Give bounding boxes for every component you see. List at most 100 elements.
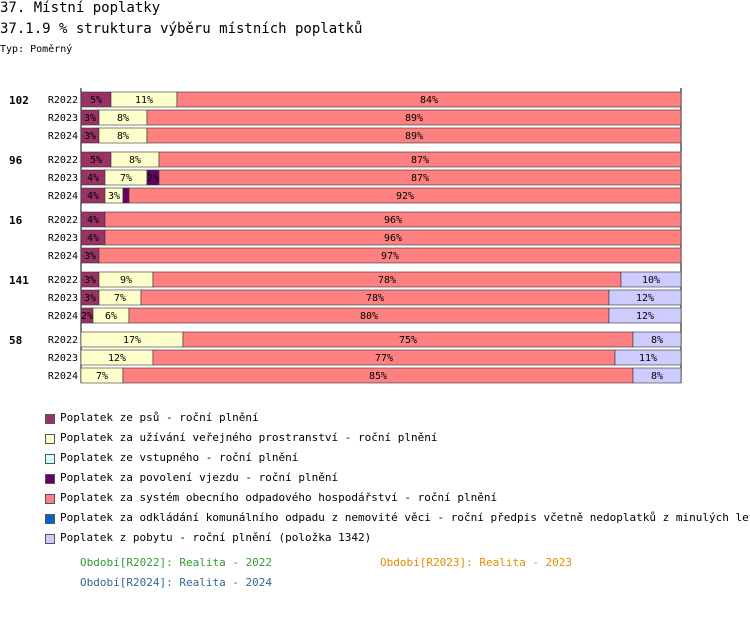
year-label: R2023 <box>48 173 78 184</box>
data-label: 87% <box>411 173 429 184</box>
data-label: 78% <box>378 275 396 286</box>
legend-label: Poplatek ze psů - roční plnění <box>60 411 259 424</box>
bar-segment <box>104 229 682 246</box>
data-label: 7% <box>96 371 108 382</box>
data-label: 7% <box>114 293 126 304</box>
year-label: R2023 <box>48 113 78 124</box>
data-label: 6% <box>105 311 117 322</box>
legend-swatch <box>45 534 55 544</box>
bar-segment <box>146 109 682 126</box>
year-label: R2024 <box>48 311 78 322</box>
data-label: 8% <box>651 371 663 382</box>
legend-swatch <box>45 514 55 524</box>
data-label: 9% <box>120 275 132 286</box>
legend-swatch <box>45 474 55 484</box>
data-label: 80% <box>360 311 378 322</box>
data-label: 85% <box>369 371 387 382</box>
legend-label: Poplatek za systém obecního odpadového h… <box>60 491 498 504</box>
bar-segment <box>146 127 682 144</box>
data-label: 3% <box>84 113 96 124</box>
page-title: 37. Místní poplatky <box>0 0 161 16</box>
year-label: R2022 <box>48 275 78 286</box>
chart-type-label: Typ: Poměrný <box>0 44 73 55</box>
data-label: 87% <box>411 155 429 166</box>
bar-segment <box>158 151 682 168</box>
stacked-bar-chart: 102 R2022 5% 11% 84% R2023 3% 8% 89% R2024 3% 8% 89%… <box>9 88 682 384</box>
data-label: 12% <box>108 353 126 364</box>
data-label: 4% <box>87 191 99 202</box>
data-label: 89% <box>405 113 423 124</box>
period-r2023: Období[R2023]: Realita - 2023 <box>380 556 573 569</box>
data-label: 78% <box>366 293 384 304</box>
group-label: 96 <box>9 154 23 167</box>
data-label: 96% <box>384 215 402 226</box>
year-label: R2024 <box>48 251 78 262</box>
bar-segment <box>176 91 682 108</box>
data-label: 10% <box>642 275 660 286</box>
bar-segment <box>608 289 682 306</box>
legend-swatch <box>45 454 55 464</box>
legend-swatch <box>45 494 55 504</box>
year-label: R2023 <box>48 233 78 244</box>
year-label: R2022 <box>48 95 78 106</box>
data-label: 3% <box>84 293 96 304</box>
bar-segment <box>620 271 682 288</box>
data-label: 84% <box>420 95 438 106</box>
legend-label: Poplatek z pobytu - roční plnění (položk… <box>60 531 372 544</box>
chart-title: 37.1.9 % struktura výběru místních popla… <box>0 21 363 37</box>
data-label: 11% <box>639 353 657 364</box>
data-label: 4% <box>87 215 99 226</box>
legend-swatch <box>45 434 55 444</box>
year-label: R2022 <box>48 215 78 226</box>
legend-swatch <box>45 414 55 424</box>
bar-segment <box>158 169 682 186</box>
data-label: 4% <box>87 173 99 184</box>
group-label: 141 <box>9 274 29 287</box>
data-label: 97% <box>381 251 399 262</box>
year-label: R2022 <box>48 335 78 346</box>
legend-label: Poplatek za odkládání komunálního odpadu… <box>60 511 750 524</box>
bar-segment <box>128 187 682 204</box>
year-label: R2022 <box>48 155 78 166</box>
data-label: 8% <box>651 335 663 346</box>
bar-segment <box>614 349 682 366</box>
data-label: 2% <box>147 173 159 184</box>
period-r2022: Období[R2022]: Realita - 2022 <box>80 556 273 569</box>
bar-segment <box>104 211 682 228</box>
data-label: 3% <box>84 251 96 262</box>
bar-segment <box>632 367 682 384</box>
data-label: 75% <box>399 335 417 346</box>
data-label: 8% <box>129 155 141 166</box>
data-label: 7% <box>120 173 132 184</box>
data-label: 3% <box>84 131 96 142</box>
data-label: 5% <box>90 155 102 166</box>
data-label: 5% <box>90 95 102 106</box>
bar-segment <box>608 307 682 324</box>
data-label: 2% <box>81 311 93 322</box>
group-label: 16 <box>9 214 23 227</box>
data-label: 8% <box>117 131 129 142</box>
legend-label: Poplatek za povolení vjezdu - roční plně… <box>60 471 339 484</box>
year-label: R2024 <box>48 131 78 142</box>
data-label: 8% <box>117 113 129 124</box>
data-label: 3% <box>108 191 120 202</box>
legend-label: Poplatek za užívání veřejného prostranst… <box>60 431 438 444</box>
bar-segment <box>122 187 130 204</box>
data-label: 89% <box>405 131 423 142</box>
data-label: 96% <box>384 233 402 244</box>
year-label: R2023 <box>48 293 78 304</box>
group-label: 58 <box>9 334 22 347</box>
data-label: 77% <box>375 353 393 364</box>
data-label: 3% <box>84 275 96 286</box>
data-label: 92% <box>396 191 414 202</box>
bar-segment <box>632 331 682 348</box>
period-r2024: Období[R2024]: Realita - 2024 <box>80 576 273 589</box>
year-label: R2024 <box>48 191 78 202</box>
year-label: R2023 <box>48 353 78 364</box>
year-label: R2024 <box>48 371 78 382</box>
bar-segment <box>98 247 682 264</box>
group-label: 102 <box>9 94 29 107</box>
data-label: 11% <box>135 95 153 106</box>
legend-label: Poplatek ze vstupného - roční plnění <box>60 451 299 464</box>
data-label: 17% <box>123 335 141 346</box>
